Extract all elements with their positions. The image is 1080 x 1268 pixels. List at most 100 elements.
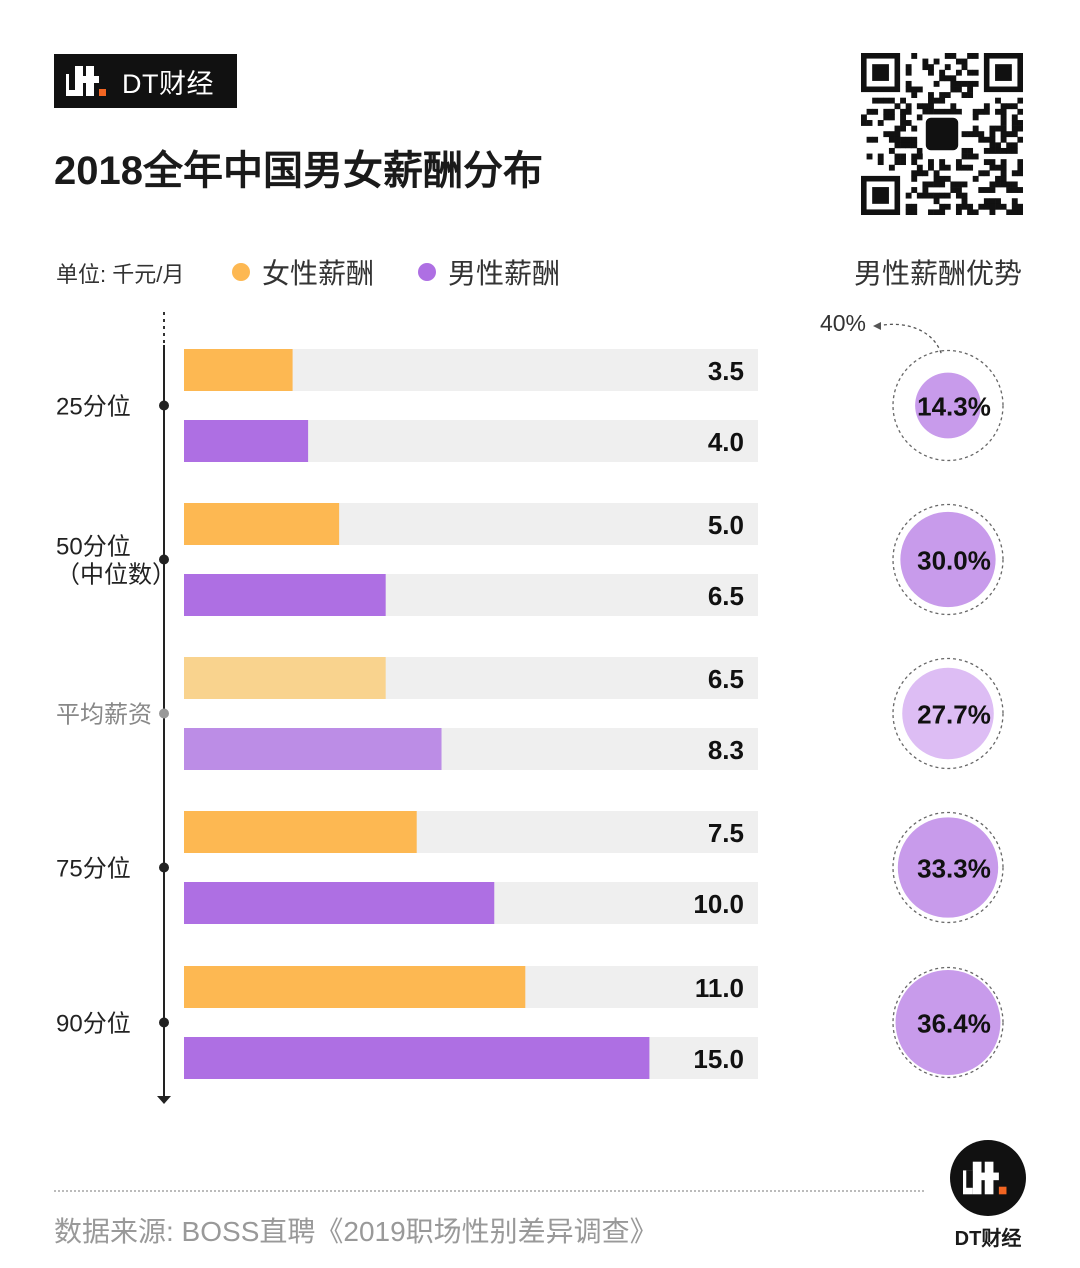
qr-module <box>939 69 946 76</box>
qr-module <box>955 69 962 76</box>
qr-module <box>967 147 974 154</box>
qr-module <box>989 164 996 171</box>
qr-module <box>983 198 990 205</box>
qr-module <box>905 86 912 93</box>
footer-divider <box>54 1190 924 1192</box>
qr-module <box>972 108 979 115</box>
qr-module <box>944 53 951 59</box>
qr-module <box>933 58 940 65</box>
value-label-female: 7.5 <box>708 818 744 848</box>
qr-module <box>928 108 934 115</box>
qr-module <box>911 142 918 149</box>
bar-female <box>184 349 293 391</box>
qr-module <box>989 159 996 166</box>
qr-module <box>883 131 890 138</box>
qr-module <box>939 164 946 171</box>
qr-module <box>928 97 934 104</box>
qr-module <box>978 108 985 115</box>
qr-module <box>1000 114 1007 121</box>
qr-module <box>989 136 996 143</box>
value-label-male: 15.0 <box>693 1044 744 1074</box>
qr-module <box>955 108 962 115</box>
qr-module <box>972 209 979 216</box>
qr-module <box>928 92 934 98</box>
qr-module <box>995 125 1001 132</box>
qr-module <box>967 53 974 59</box>
qr-module <box>905 136 912 143</box>
qr-module <box>872 97 879 104</box>
qr-module <box>894 159 901 166</box>
qr-module <box>955 203 962 210</box>
qr-module <box>1000 108 1007 115</box>
qr-module <box>961 58 968 65</box>
qr-module <box>972 114 979 121</box>
advantage-reference-ring <box>892 349 1004 462</box>
legend-male-dot <box>418 263 436 281</box>
qr-module <box>967 92 974 98</box>
qr-code <box>861 53 1024 216</box>
bar-male <box>184 1037 650 1079</box>
qr-module <box>967 80 974 87</box>
qr-module <box>989 147 996 154</box>
qr-module <box>1011 147 1018 154</box>
bar-female <box>184 657 386 699</box>
qr-module <box>961 153 968 160</box>
qr-module <box>916 114 923 121</box>
legend-male-label: 男性薪酬 <box>448 258 561 289</box>
qr-module <box>1017 170 1024 177</box>
category-label: 75分位 <box>56 856 131 883</box>
qr-module <box>911 153 918 160</box>
qr-module <box>989 181 996 188</box>
qr-module <box>961 164 968 171</box>
qr-module <box>900 97 906 104</box>
qr-module <box>1006 147 1013 154</box>
qr-module <box>928 181 934 188</box>
qr-module <box>1006 142 1013 149</box>
qr-module <box>1006 181 1013 188</box>
qr-module <box>995 203 1001 210</box>
qr-module <box>967 153 974 160</box>
legend-male: 男性薪酬 <box>418 252 560 292</box>
qr-module <box>922 192 929 199</box>
qr-module <box>922 187 929 193</box>
qr-module <box>939 108 946 115</box>
qr-module <box>888 147 895 154</box>
qr-module <box>894 153 901 160</box>
qr-module <box>911 187 918 193</box>
qr-module <box>1011 142 1018 149</box>
qr-module <box>1017 187 1024 193</box>
qr-module <box>883 108 890 115</box>
axis-arrow-icon <box>157 1096 171 1104</box>
qr-module <box>955 159 962 166</box>
qr-module <box>911 203 918 210</box>
qr-module <box>861 120 867 126</box>
qr-module <box>922 170 929 177</box>
qr-module <box>922 103 929 110</box>
qr-module <box>955 86 962 93</box>
qr-module <box>1000 203 1007 210</box>
qr-module <box>944 164 951 171</box>
qr-module <box>1011 187 1018 193</box>
qr-module <box>961 92 968 98</box>
value-label-male: 4.0 <box>708 427 744 457</box>
qr-module <box>933 175 940 182</box>
category-label: 50分位 <box>56 534 131 561</box>
qr-module <box>983 108 990 115</box>
advantage-label: 36.4% <box>917 1009 991 1039</box>
qr-module <box>967 69 974 76</box>
qr-module <box>939 181 946 188</box>
advantage-label: 30.0% <box>917 546 991 576</box>
brand-name: DT财经 <box>122 68 214 99</box>
advantage-reference-ring <box>892 503 1004 616</box>
qr-module <box>911 86 918 93</box>
qr-module <box>983 103 990 110</box>
qr-module <box>939 97 946 104</box>
qr-module <box>989 142 996 149</box>
qr-module <box>972 69 979 76</box>
page-title: 2018全年中国男女薪酬分布 <box>54 149 543 193</box>
qr-module <box>900 120 906 126</box>
qr-module <box>983 187 990 193</box>
qr-module <box>928 164 934 171</box>
qr-module <box>1017 136 1024 143</box>
qr-module <box>877 153 884 160</box>
